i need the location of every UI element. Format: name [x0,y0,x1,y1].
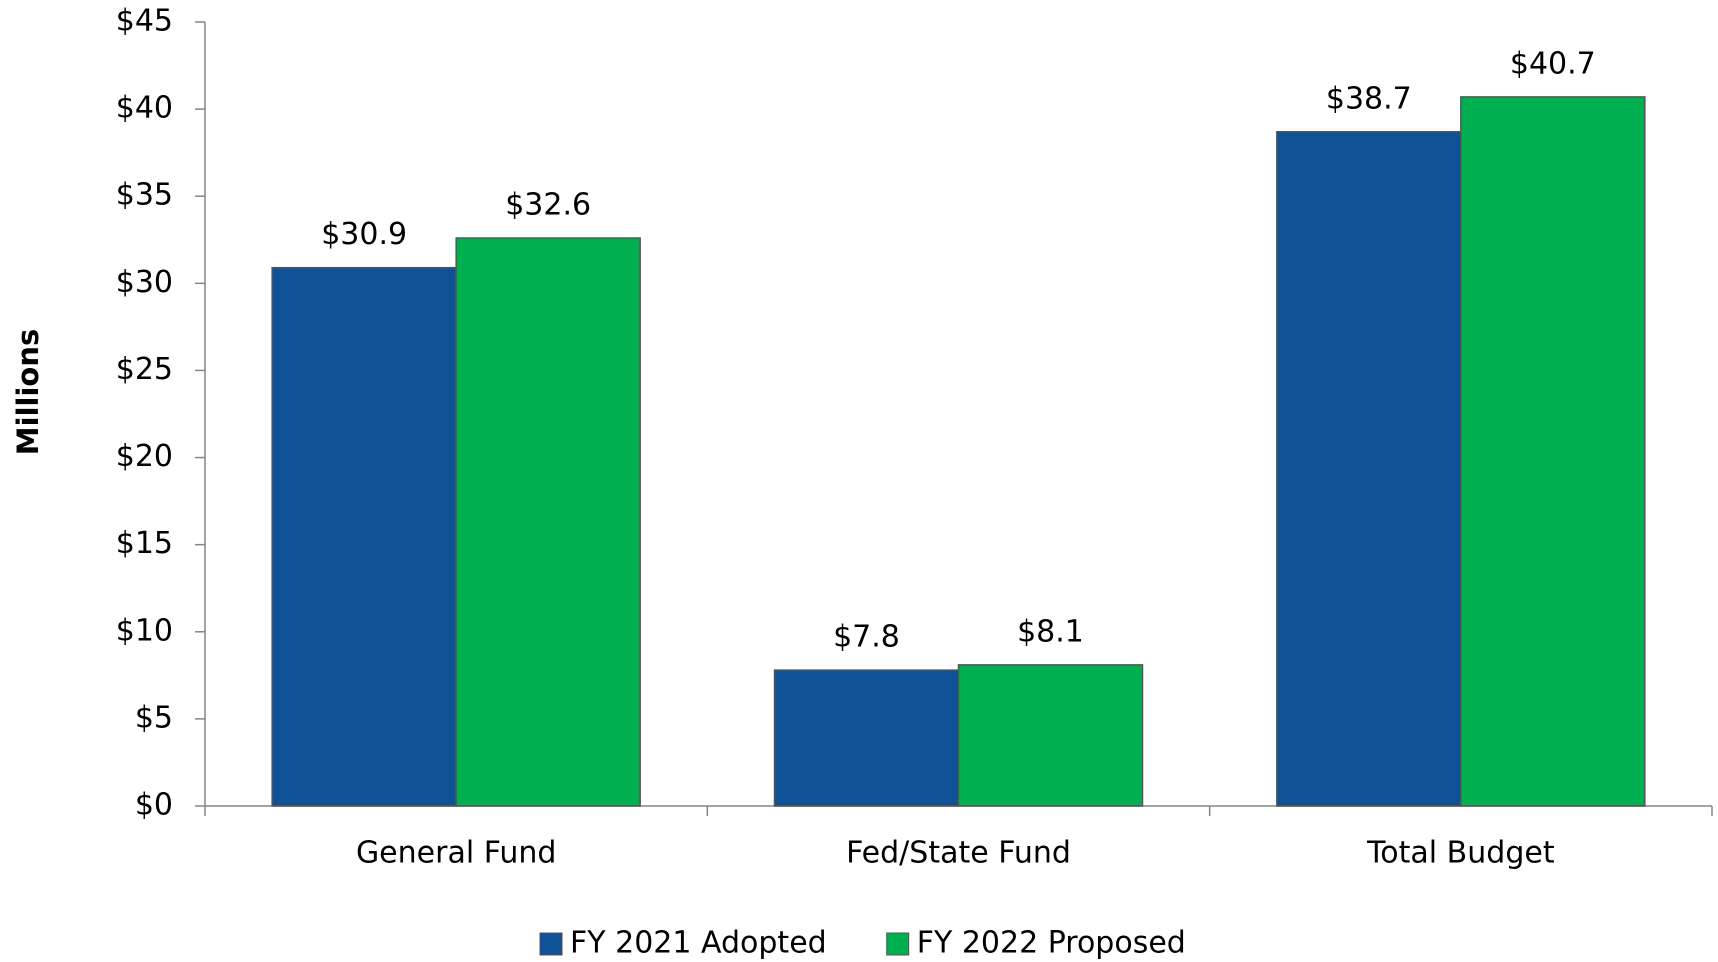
y-tick-label: $35 [116,178,173,213]
y-tick-label: $20 [116,439,173,474]
legend-label: FY 2022 Proposed [917,926,1186,961]
legend-swatch [886,932,910,956]
data-label: $40.7 [1510,46,1596,81]
legend-swatch [539,932,563,956]
y-tick-label: $40 [116,91,173,126]
bar [271,266,457,807]
data-label: $32.6 [505,188,591,223]
data-label: $38.7 [1326,81,1412,116]
y-tick-label: $30 [116,265,173,300]
x-tick-label: Total Budget [1366,836,1555,871]
y-tick-label: $15 [116,526,173,561]
bar [1460,96,1646,807]
data-label: $30.9 [321,217,407,252]
x-tick-label: General Fund [356,836,556,871]
bar [455,237,641,807]
y-tick-label: $5 [135,700,173,735]
y-tick-label: $45 [116,4,173,39]
bar [957,664,1144,807]
data-label: $7.8 [833,620,900,655]
y-tick-label: $10 [116,613,173,648]
y-tick-label: $0 [135,788,173,823]
y-axis-title: Millions [11,329,45,455]
data-label: $8.1 [1017,614,1084,649]
bar [1276,131,1462,807]
legend-label: FY 2021 Adopted [570,926,827,961]
bar [773,669,960,807]
y-tick-label: $25 [116,352,173,387]
x-tick-label: Fed/State Fund [846,836,1071,871]
